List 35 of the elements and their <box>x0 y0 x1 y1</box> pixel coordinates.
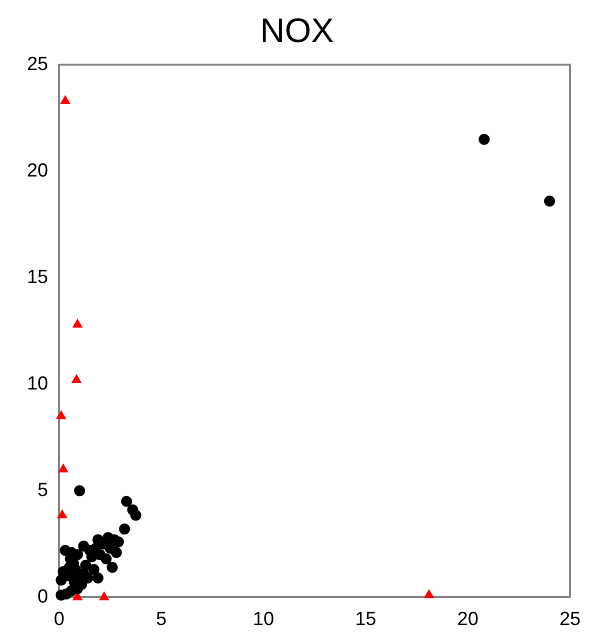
point <box>424 589 434 598</box>
x-tick-label: 0 <box>54 608 64 630</box>
point <box>119 524 130 535</box>
point <box>57 509 68 518</box>
y-tick-label: 0 <box>38 586 48 608</box>
x-tick-label: 5 <box>156 608 167 630</box>
point <box>92 572 104 584</box>
y-tick-label: 15 <box>26 266 48 288</box>
point <box>60 544 71 556</box>
point <box>71 374 82 383</box>
point <box>58 463 68 472</box>
y-tick-label: 25 <box>26 54 48 76</box>
point <box>121 496 132 507</box>
point <box>98 591 110 600</box>
y-tick-label: 20 <box>26 160 48 182</box>
point <box>478 134 490 145</box>
point <box>74 485 86 496</box>
point <box>88 564 100 576</box>
x-tick-label: 20 <box>457 608 478 630</box>
point <box>110 546 122 558</box>
point <box>78 540 90 552</box>
x-tick-label: 25 <box>559 608 581 630</box>
point <box>130 510 142 521</box>
point <box>56 410 66 420</box>
x-tick-label: 10 <box>252 608 274 630</box>
point <box>100 553 112 564</box>
point <box>106 562 118 573</box>
y-tick-label: 5 <box>38 480 48 501</box>
point <box>60 95 70 104</box>
point <box>72 318 83 328</box>
chart-title: NOX <box>260 12 334 50</box>
x-tick-label: 15 <box>355 608 376 630</box>
point <box>544 196 556 207</box>
y-tick-label: 10 <box>26 373 48 394</box>
point <box>56 574 67 586</box>
